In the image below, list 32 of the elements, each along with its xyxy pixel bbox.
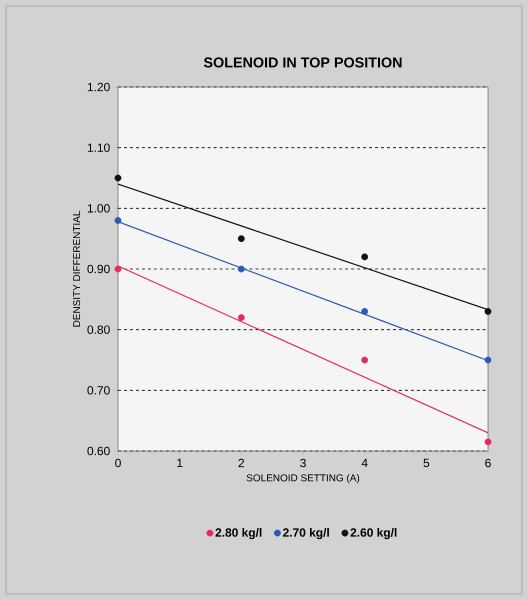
y-tick-label: 0.70 xyxy=(87,386,110,395)
y-tick-label: 1.10 xyxy=(88,143,110,152)
point xyxy=(361,356,368,364)
y-axis-title: DENSITY DIFFERENTIAL xyxy=(73,210,80,327)
x-tick-label: 6 xyxy=(485,458,491,468)
x-tick-label: 4 xyxy=(362,458,368,467)
point xyxy=(238,266,245,272)
x-tick-label: 5 xyxy=(423,458,430,468)
y-tick-label: 0.80 xyxy=(87,325,110,334)
legend-label: 2.80 kg/l xyxy=(216,528,262,540)
point xyxy=(114,217,122,224)
y-tick-label: 0.90 xyxy=(87,264,110,274)
x-tick-label: 0 xyxy=(115,458,121,468)
point xyxy=(484,308,492,315)
x-tick-label: 1 xyxy=(177,458,182,467)
point xyxy=(484,438,492,446)
point xyxy=(238,235,245,242)
chart-title: SOLENOID IN TOP POSITION xyxy=(204,57,402,68)
y-tick-label: 0.60 xyxy=(87,446,110,456)
point xyxy=(114,174,122,182)
legend-label: 2.60 kg/l xyxy=(350,528,396,540)
point xyxy=(238,314,245,321)
legend-label: 2.70 kg/l xyxy=(283,528,329,540)
x-axis-title: SOLENOID SETTING (A) xyxy=(246,474,360,484)
y-tick-label: 1.00 xyxy=(88,204,110,213)
point xyxy=(361,253,368,260)
point xyxy=(361,308,368,315)
x-tick-label: 2 xyxy=(238,458,244,468)
y-tick-label: 1.20 xyxy=(88,82,110,92)
point xyxy=(484,356,492,364)
point xyxy=(114,266,122,272)
x-tick-label: 3 xyxy=(300,458,306,468)
